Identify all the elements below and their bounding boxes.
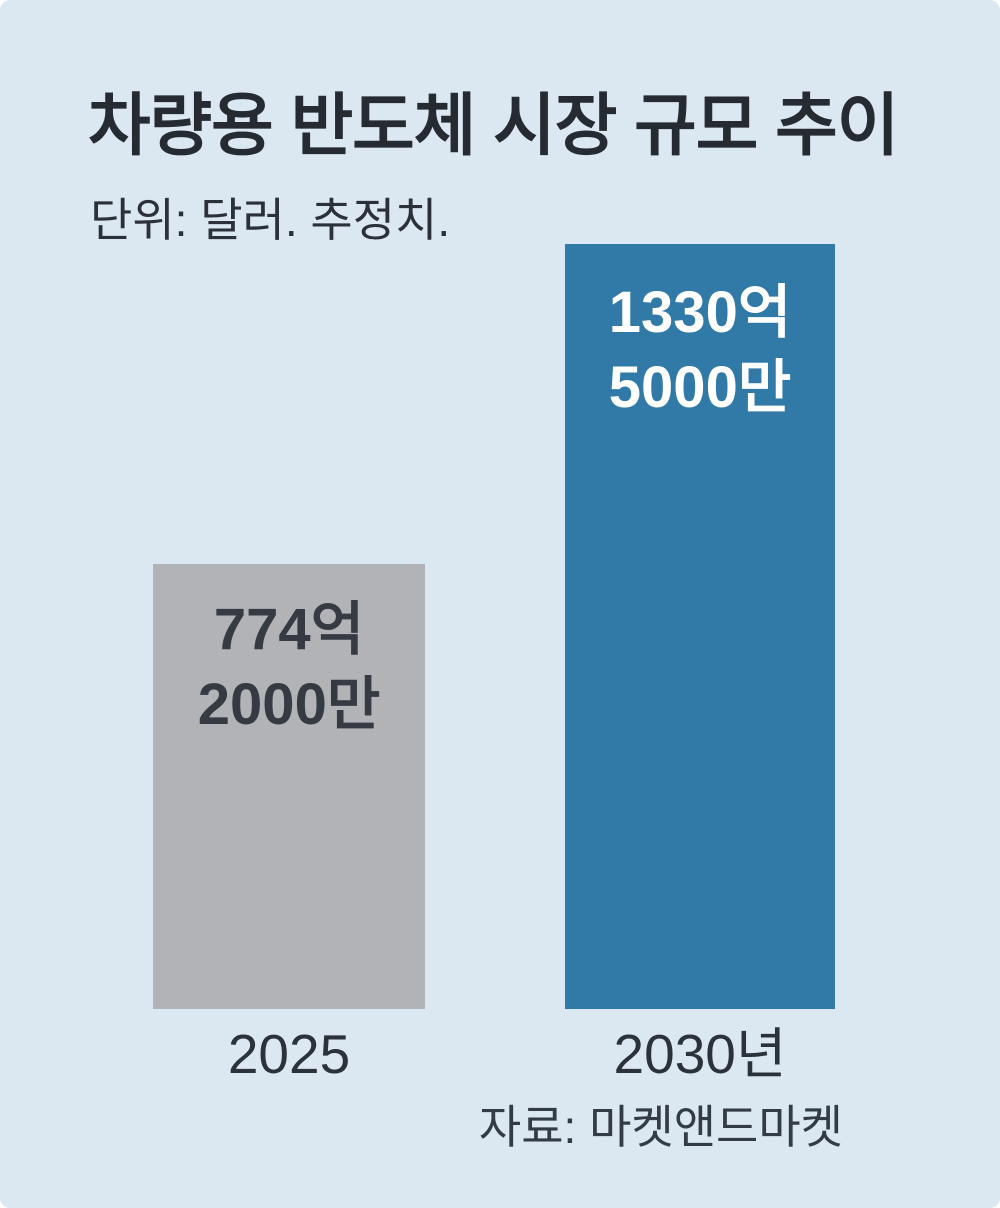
- bar-2025: 774억 2000만: [153, 564, 425, 1009]
- bar-2030: 1330억 5000만: [565, 244, 835, 1009]
- x-axis-label-2030: 2030년: [613, 1023, 787, 1085]
- bar-2025-value-label: 774억 2000만: [197, 597, 381, 737]
- source-note: 자료: 마켓앤드마켓: [478, 1101, 843, 1153]
- chart-title: 차량용 반도체 시장 규모 추이: [88, 88, 899, 164]
- bar-2030-value-label: 1330억 5000만: [608, 280, 792, 420]
- unit-note: 단위: 달러. 추정치.: [90, 194, 451, 246]
- x-axis-label-2025: 2025: [227, 1023, 351, 1085]
